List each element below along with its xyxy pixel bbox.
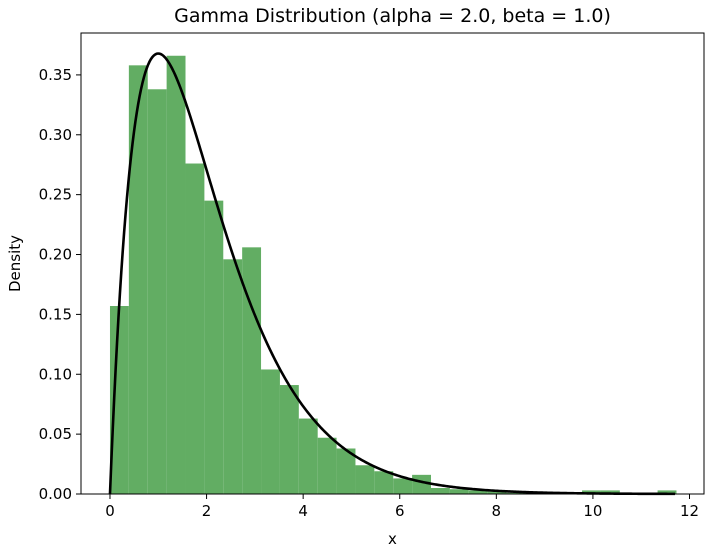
histogram-bar [204,200,224,495]
histogram-bar [317,437,337,494]
histogram-bar [109,306,129,494]
plot-frame [80,32,705,495]
chart-title: Gamma Distribution (alpha = 2.0, beta = … [174,5,611,27]
x-tick-label: 4 [298,502,308,520]
histogram-bar [600,490,620,494]
histogram-bar [355,465,375,494]
histogram-bar [242,247,262,494]
x-tick-label: 6 [395,502,405,520]
histogram-bar [393,478,413,494]
histogram-bar [449,489,469,494]
histogram-bar [374,471,394,494]
x-tick-label: 2 [202,502,212,520]
histogram-bar [298,418,318,494]
histogram-bar [506,492,526,494]
y-axis-label: Density [6,235,24,292]
y-tick-label: 0.25 [39,186,72,204]
y-tick-label: 0.10 [39,365,72,383]
x-tick-label: 10 [583,502,602,520]
gamma-pdf-line [108,52,676,496]
histogram-bar [128,65,148,495]
histogram-bar [166,55,186,495]
x-axis-ticks: 0 2 4 6 8 10 12 [105,494,699,520]
histogram-bar [185,163,205,494]
y-axis-ticks: 0.00 0.05 0.10 0.15 0.20 0.25 0.30 0.35 [39,66,81,503]
histogram-bar [468,490,488,494]
x-axis-label: x [388,530,397,548]
y-tick-label: 0.35 [39,66,72,84]
histogram-bar [261,369,280,494]
histogram-bar [147,89,167,494]
histogram-bar [279,385,299,494]
histogram-bar [223,259,243,494]
histogram-bars [109,55,677,495]
histogram-bar [430,488,450,494]
histogram-bar [487,491,507,494]
pdf-curve-layer [108,52,676,496]
x-tick-label: 8 [492,502,502,520]
y-tick-label: 0.00 [39,485,72,503]
histogram-bar [336,448,356,494]
y-tick-label: 0.30 [39,126,72,144]
histogram-bar [657,490,677,494]
x-tick-label: 0 [105,502,115,520]
x-tick-label: 12 [680,502,699,520]
y-tick-label: 0.15 [39,305,72,323]
y-tick-label: 0.20 [39,246,72,264]
y-tick-label: 0.05 [39,425,72,443]
